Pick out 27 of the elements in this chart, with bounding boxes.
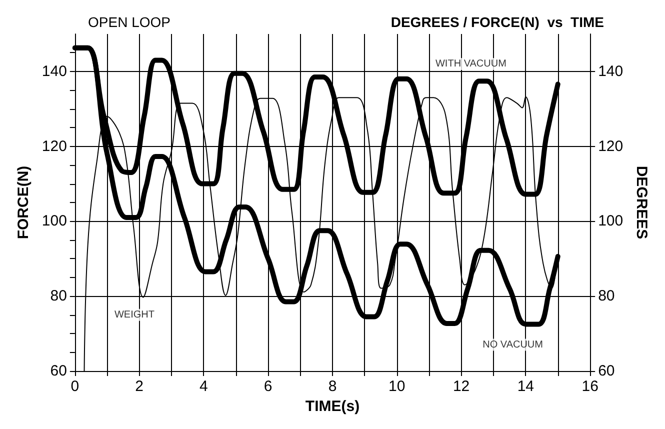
chart-title: DEGREES / FORCE(N) vs TIME [390,14,604,30]
y-tick-label: 100 [42,212,67,230]
x-tick-label: 8 [328,378,337,395]
x-tick-label: 10 [388,378,406,395]
y2-tick-label: 100 [598,212,624,230]
chart-subtitle: OPEN LOOP [88,14,170,30]
x-axis-title: TIME(s) [305,398,360,415]
x-tick-label: 0 [70,378,80,395]
x-tick-label: 6 [264,378,272,395]
y2-tick-label: 140 [598,62,624,80]
y-tick-label: 80 [50,288,67,305]
y-tick-label: 120 [42,138,67,155]
y2-tick-label: 120 [598,138,624,155]
x-tick-label: 16 [582,378,598,395]
series-label: WITH VACUUM [435,58,506,70]
x-tick-label: 4 [200,378,208,395]
x-tick-label: 12 [452,378,470,395]
y2-tick-label: 60 [598,362,615,380]
series-label: NO VACUUM [482,339,543,350]
y2-axis-title: DEGREES [633,166,650,240]
series-label: WEIGHT [114,309,154,320]
y-axis-title: FORCE(N) [15,166,32,240]
y2-tick-label: 80 [598,288,615,305]
y-tick-label: 60 [50,362,67,380]
y-tick-label: 140 [42,62,67,80]
x-tick-label: 14 [517,378,534,395]
x-tick-label: 2 [135,378,144,395]
